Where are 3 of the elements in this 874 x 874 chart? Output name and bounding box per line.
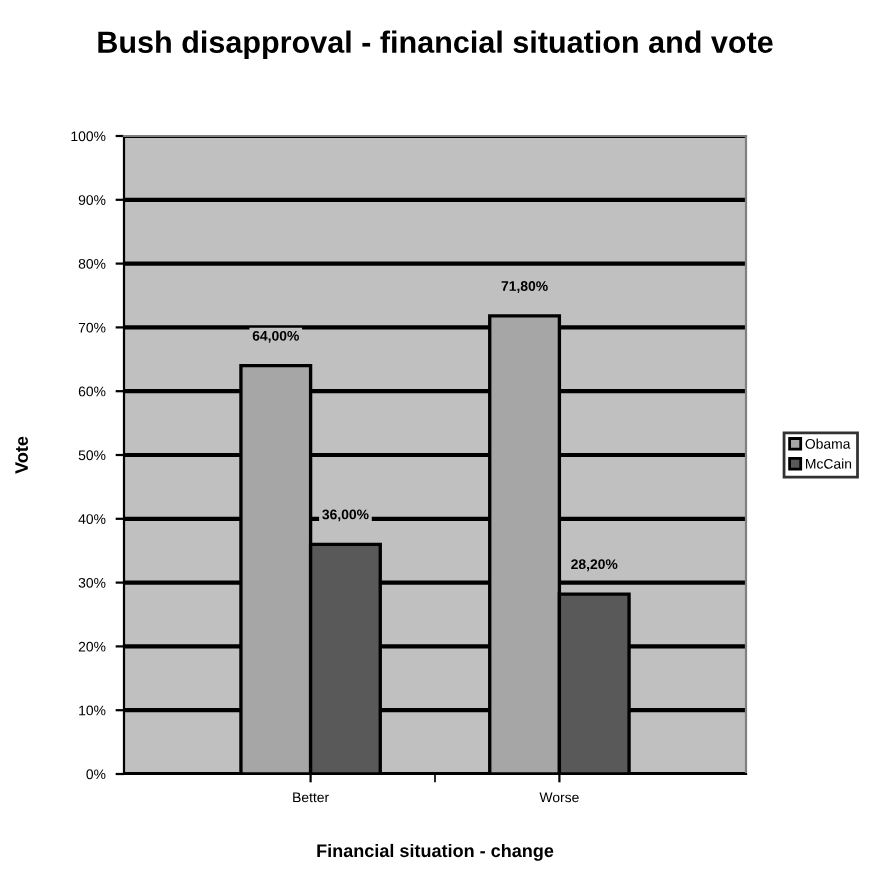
x-axis-title: Financial situation - change: [317, 843, 554, 861]
y-axis-title: Vote: [15, 436, 28, 474]
chart-title: Bush disapproval - financial situation and vote: [98, 30, 773, 60]
